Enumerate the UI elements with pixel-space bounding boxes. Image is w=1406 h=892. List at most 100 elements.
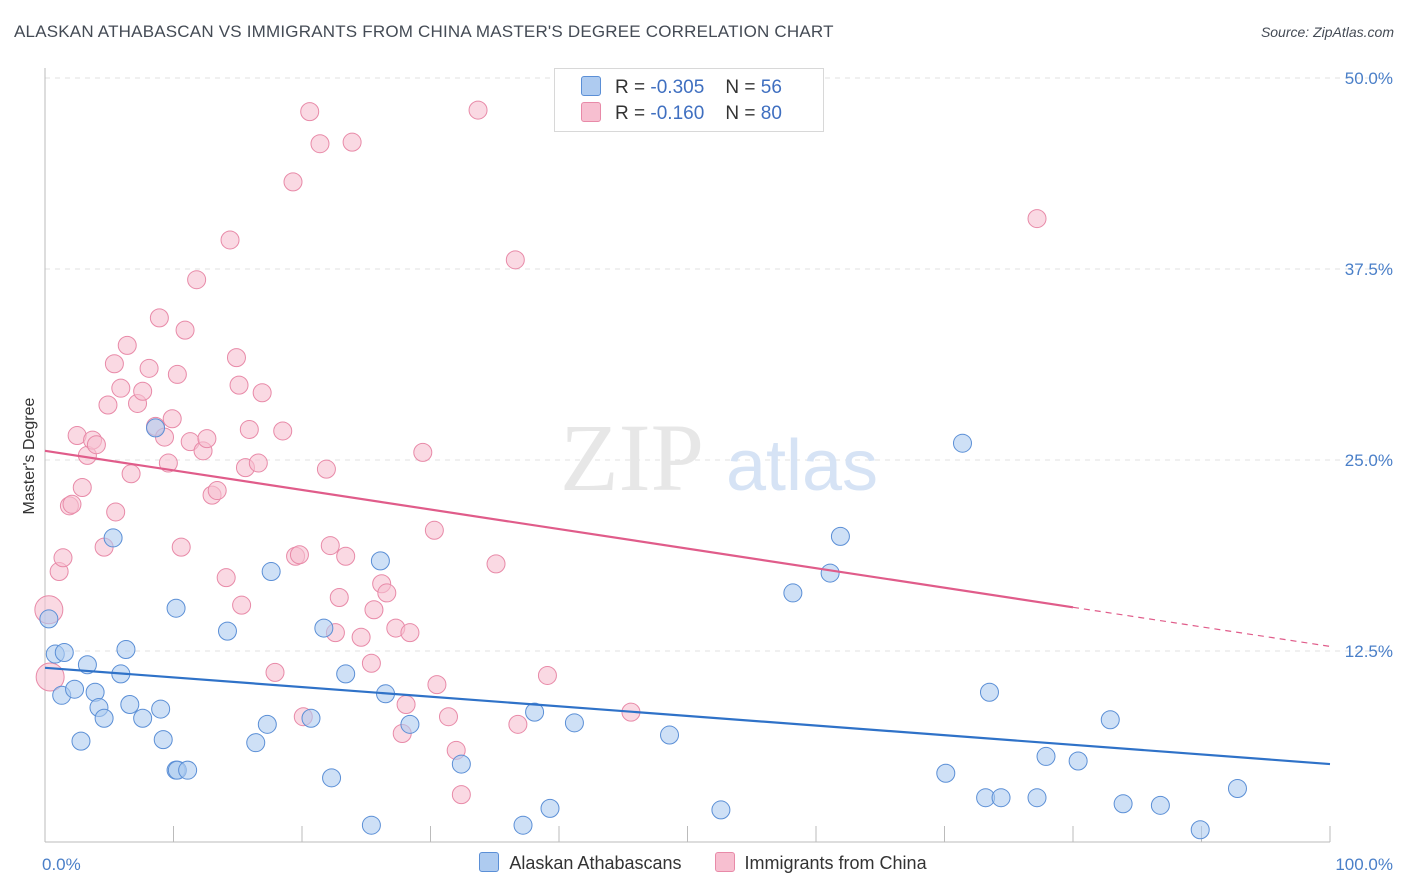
data-point: [711, 800, 731, 820]
data-point: [979, 682, 999, 702]
data-point: [424, 520, 444, 540]
data-point: [103, 528, 123, 548]
legend-n-label: N =: [725, 77, 756, 98]
data-point: [820, 563, 840, 583]
series-alaskan-athabascans: [39, 418, 1247, 840]
data-point: [151, 699, 171, 719]
data-point: [94, 708, 114, 728]
data-point: [54, 643, 74, 663]
data-point: [65, 679, 85, 699]
trend-line-extrapolated: [1072, 606, 1331, 648]
axes: [44, 68, 1331, 843]
data-point: [139, 358, 159, 378]
legend-n-value: 56: [760, 77, 782, 98]
data-point: [171, 537, 191, 557]
legend-r-value: -0.305: [650, 77, 705, 98]
data-point: [400, 714, 420, 734]
data-point: [1150, 795, 1170, 815]
watermark: ZIP atlas: [560, 404, 878, 511]
data-point: [783, 583, 803, 603]
data-point: [314, 618, 334, 638]
data-point: [207, 481, 227, 501]
data-point: [468, 100, 488, 120]
data-point: [153, 730, 173, 750]
grid-lines: [45, 77, 1392, 652]
data-point: [320, 536, 340, 556]
y-axis-label: Master's Degree: [21, 397, 38, 514]
chart-title: ALASKAN ATHABASCAN VS IMMIGRANTS FROM CH…: [14, 22, 834, 41]
legend-swatch-blue: [479, 852, 500, 872]
data-point: [239, 419, 259, 439]
legend-row-pink: R = -0.160 N = 80: [581, 102, 782, 125]
data-point: [830, 526, 850, 546]
data-point: [300, 102, 320, 122]
data-point: [216, 568, 236, 588]
series-immigrants-from-china: [34, 100, 1047, 805]
watermark-atlas: atlas: [726, 426, 878, 506]
data-point: [936, 763, 956, 783]
y-tick-label: 25.0%: [1345, 451, 1393, 470]
data-point: [525, 702, 545, 722]
data-point: [564, 713, 584, 733]
data-point: [35, 662, 65, 692]
data-point: [342, 132, 362, 152]
data-point: [451, 754, 471, 774]
legend-n-label: N =: [725, 103, 756, 124]
data-point: [178, 760, 198, 780]
data-point: [273, 421, 293, 441]
data-point: [72, 478, 92, 498]
data-point: [396, 694, 416, 714]
data-point: [438, 707, 458, 727]
y-tick-label: 37.5%: [1345, 260, 1393, 279]
legend-item-immigrants-from-china: Immigrants from China: [714, 852, 927, 874]
y-tick-label: 12.5%: [1345, 642, 1393, 661]
data-point: [329, 588, 349, 608]
data-point: [351, 627, 371, 647]
data-point: [98, 395, 118, 415]
data-point: [540, 798, 560, 818]
legend-n-value: 80: [760, 103, 782, 124]
data-point: [104, 354, 124, 374]
data-point: [166, 598, 186, 618]
data-point: [158, 453, 178, 473]
data-point: [336, 664, 356, 684]
data-point: [427, 675, 447, 695]
data-point: [252, 383, 272, 403]
data-point: [413, 442, 433, 462]
data-point: [322, 768, 342, 788]
legend-r-value: -0.160: [650, 103, 705, 124]
watermark-zip: ZIP: [560, 404, 704, 511]
data-point: [121, 464, 141, 484]
data-point: [508, 714, 528, 734]
data-point: [513, 815, 533, 835]
legend-r-label: R =: [615, 77, 646, 98]
data-point: [1027, 209, 1047, 229]
data-point: [301, 708, 321, 728]
data-point: [364, 600, 384, 620]
data-point: [162, 409, 182, 429]
data-point: [187, 270, 207, 290]
data-point: [226, 348, 246, 368]
data-point: [1100, 710, 1120, 730]
data-point: [229, 375, 249, 395]
data-point: [1068, 751, 1088, 771]
data-point: [217, 621, 237, 641]
data-point: [283, 172, 303, 192]
axis-labels: 12.5% 25.0% 37.5% 50.0% 0.0% 100.0% Master's D…: [21, 69, 1393, 874]
data-point: [310, 134, 330, 154]
data-point: [246, 733, 266, 753]
x-tick-label: 0.0%: [42, 855, 81, 874]
data-point: [316, 459, 336, 479]
legend-label: Alaskan Athabascans: [509, 853, 682, 873]
data-point: [111, 378, 131, 398]
data-point: [336, 546, 356, 566]
y-tick-label: 50.0%: [1345, 69, 1393, 88]
data-point: [505, 250, 525, 270]
data-point: [117, 335, 137, 355]
data-point: [248, 453, 268, 473]
data-point: [952, 433, 972, 453]
data-point: [361, 653, 381, 673]
data-point: [257, 714, 277, 734]
data-point: [116, 639, 136, 659]
data-point: [167, 364, 187, 384]
